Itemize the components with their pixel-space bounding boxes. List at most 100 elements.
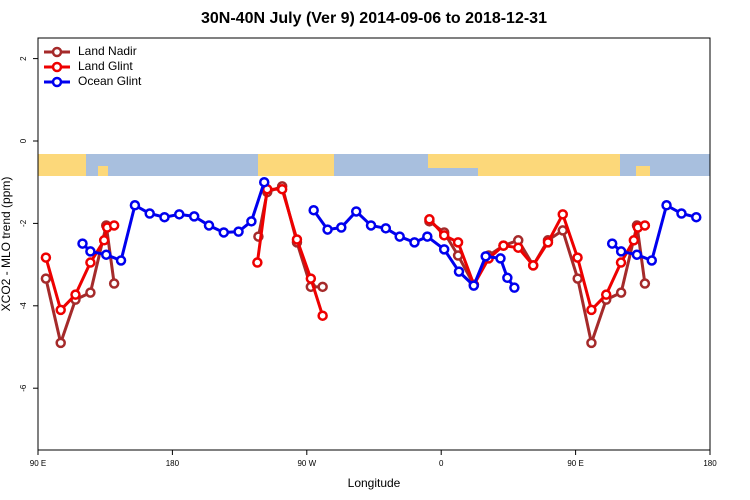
data-point	[380, 223, 392, 234]
y-tick-label: 2	[19, 56, 28, 61]
land-band	[636, 166, 650, 176]
data-point	[615, 287, 627, 298]
x-tick-label: 180	[166, 459, 180, 468]
data-point	[542, 237, 554, 248]
data-point	[98, 235, 110, 246]
plot-frame	[37, 37, 711, 451]
data-point	[572, 273, 583, 284]
legend-marker	[51, 61, 63, 73]
data-point	[453, 266, 465, 277]
data-point	[70, 289, 81, 300]
data-point	[502, 272, 513, 284]
x-tick-label: 90 E	[567, 459, 583, 468]
data-point	[676, 208, 687, 219]
data-point	[661, 200, 672, 211]
data-point	[586, 304, 597, 316]
data-point	[291, 234, 303, 245]
data-point	[513, 242, 524, 253]
data-point	[108, 278, 120, 289]
data-point	[615, 257, 627, 268]
x-tick-label: 90 E	[30, 459, 46, 468]
data-point	[252, 257, 263, 268]
legend-label: Land Glint	[78, 59, 133, 73]
data-point	[631, 249, 643, 260]
map-strip	[38, 154, 710, 176]
data-point	[77, 238, 88, 249]
data-point	[188, 211, 200, 222]
data-point	[438, 244, 450, 255]
data-point	[480, 251, 491, 262]
data-point	[586, 337, 597, 349]
x-tick-label: 90 W	[297, 459, 316, 468]
legend-marker	[51, 46, 63, 58]
data-point	[509, 282, 520, 293]
x-axis-label: Longitude	[348, 476, 401, 490]
data-point	[100, 249, 112, 260]
chart-title: 30N-40N July (Ver 9) 2014-09-06 to 2018-…	[201, 10, 547, 27]
data-point	[468, 280, 480, 291]
data-point	[639, 278, 651, 289]
data-point	[365, 220, 377, 231]
data-point	[308, 204, 319, 216]
data-point	[409, 237, 420, 248]
x-tick-label: 180	[703, 459, 717, 468]
data-point	[495, 253, 506, 264]
data-point	[691, 211, 702, 223]
data-point	[203, 220, 215, 231]
data-point	[85, 257, 96, 268]
data-point	[615, 246, 627, 257]
data-point	[246, 216, 257, 227]
data-point	[55, 337, 66, 349]
data-point	[527, 260, 539, 271]
data-point	[40, 252, 52, 263]
data-point	[350, 206, 362, 217]
data-point	[276, 183, 288, 195]
data-point	[144, 208, 155, 219]
data-point	[422, 231, 433, 242]
y-tick-label: -6	[19, 384, 28, 392]
land-band	[258, 154, 334, 176]
data-point	[317, 281, 328, 293]
land-band	[98, 166, 108, 176]
legend-label: Land Nadir	[78, 44, 137, 58]
data-point	[40, 273, 52, 284]
data-point	[85, 246, 96, 257]
data-point	[115, 255, 127, 266]
data-point	[85, 287, 96, 298]
x-tick-label: 0	[439, 459, 444, 468]
data-point	[639, 220, 651, 231]
data-point	[438, 230, 450, 241]
land-band	[38, 154, 86, 176]
data-point	[606, 238, 618, 249]
data-point	[233, 226, 244, 237]
data-point	[646, 255, 658, 266]
data-point	[258, 176, 270, 188]
y-tick-label: 0	[19, 138, 28, 143]
y-axis-label: XCO2 - MLO trend (ppm)	[0, 177, 13, 312]
legend-marker	[51, 76, 63, 88]
data-point	[600, 289, 612, 300]
data-point	[424, 214, 435, 225]
data-point	[317, 310, 328, 321]
data-point	[322, 224, 333, 235]
data-point	[108, 220, 120, 231]
data-point	[55, 304, 66, 316]
land-band	[428, 154, 478, 168]
data-point	[305, 273, 317, 284]
data-point	[174, 209, 185, 220]
data-point	[572, 252, 583, 263]
data-point	[628, 235, 640, 246]
data-point	[218, 227, 230, 238]
data-point	[129, 200, 141, 211]
data-point	[394, 231, 405, 242]
y-tick-label: -4	[19, 302, 28, 310]
data-point	[336, 222, 347, 233]
data-point	[452, 237, 464, 248]
legend-label: Ocean Glint	[78, 74, 142, 88]
data-point	[498, 240, 509, 251]
y-tick-label: -2	[19, 219, 28, 227]
data-point	[557, 209, 569, 220]
